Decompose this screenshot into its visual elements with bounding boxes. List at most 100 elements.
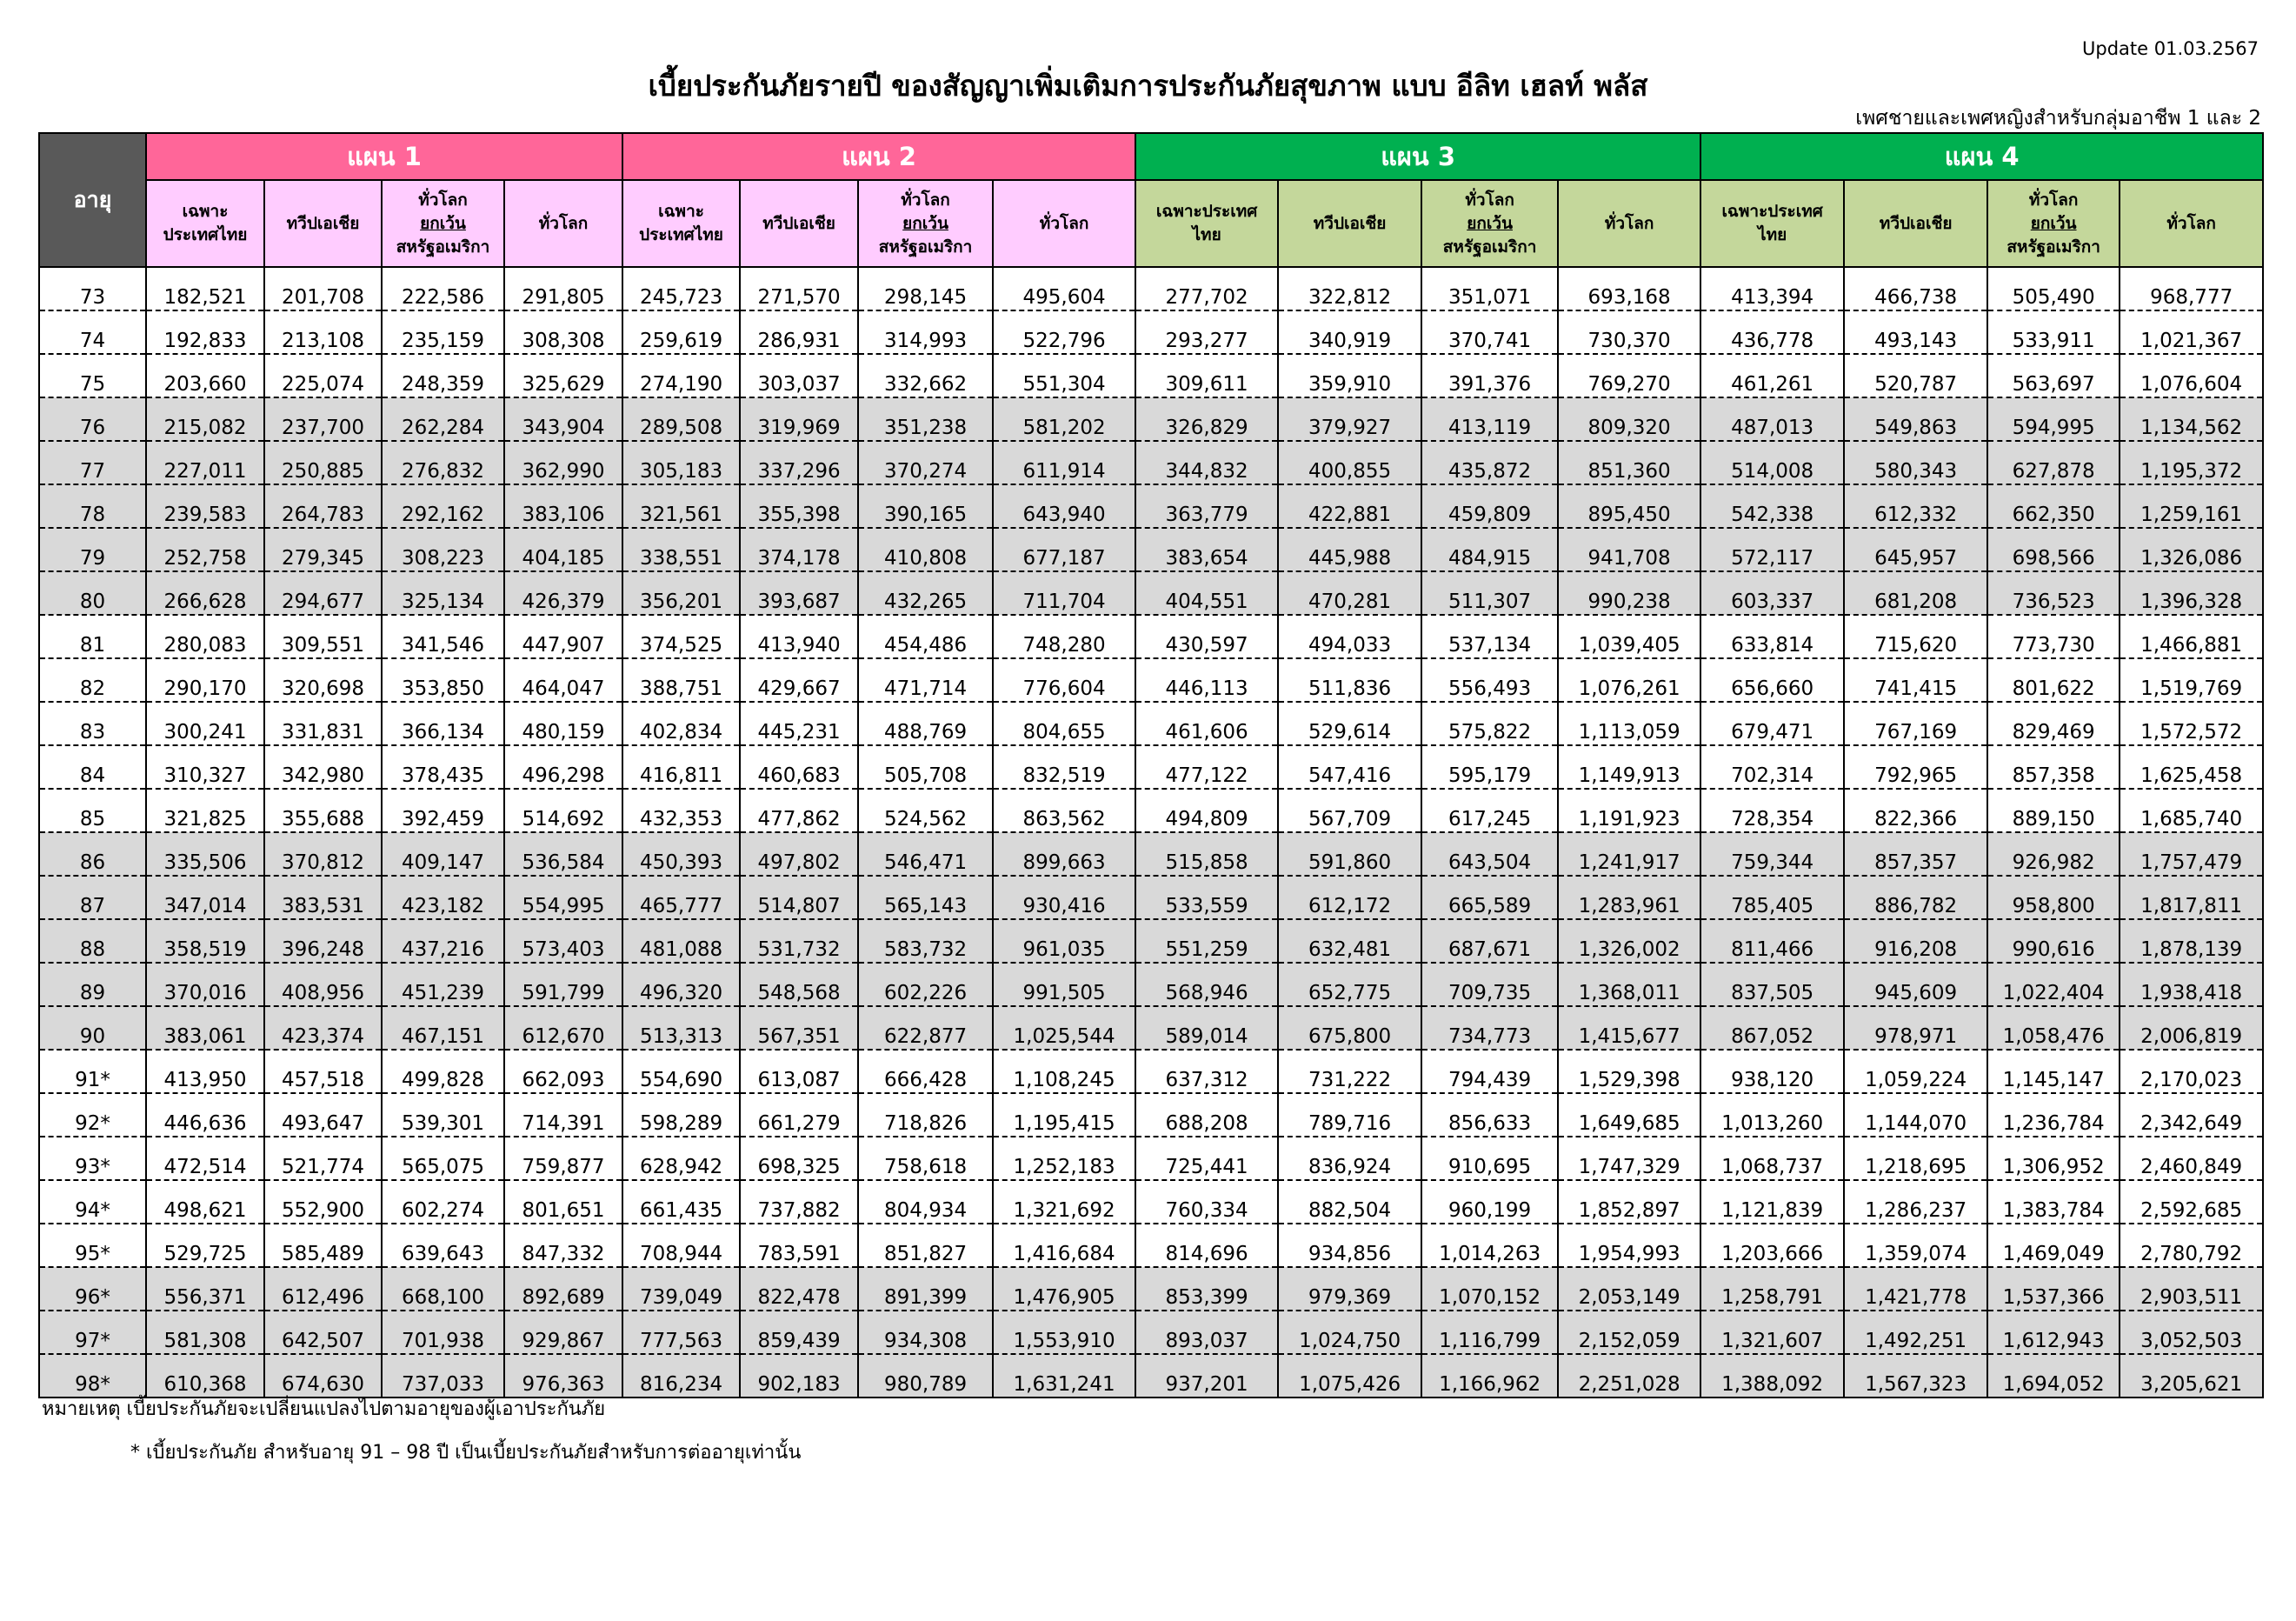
coverage-header-line: ทวีปเอเชีย <box>1313 213 1387 233</box>
age-cell: 77 <box>38 441 147 485</box>
coverage-header-line: สหรัฐอเมริกา <box>1442 237 1537 257</box>
premium-cell: 809,320 <box>1557 397 1702 442</box>
premium-cell: 652,775 <box>1277 963 1423 1007</box>
premium-cell: 342,980 <box>263 745 383 790</box>
premium-cell: 363,779 <box>1135 484 1280 529</box>
premium-cell: 471,714 <box>857 658 995 703</box>
premium-cell: 332,662 <box>857 354 995 398</box>
coverage-header-line: ทั่วโลก <box>538 213 589 233</box>
table-row: 76 215,082 237,700 262,284 343,904 289,508 319… <box>38 397 2265 442</box>
premium-cell: 882,504 <box>1277 1180 1423 1224</box>
premium-cell: 551,259 <box>1135 919 1280 964</box>
premium-cell: 511,307 <box>1421 571 1560 616</box>
premium-cell: 804,655 <box>992 702 1137 746</box>
premium-cell: 575,822 <box>1421 702 1560 746</box>
premium-cell: 459,809 <box>1421 484 1560 529</box>
age-cell: 84 <box>38 745 147 790</box>
age-cell: 81 <box>38 615 147 659</box>
premium-cell: 536,584 <box>502 832 624 877</box>
premium-cell: 496,320 <box>622 963 742 1007</box>
premium-cell: 978,971 <box>1843 1006 1989 1051</box>
premium-cell: 1,116,799 <box>1421 1311 1560 1355</box>
premium-cell: 447,907 <box>502 615 624 659</box>
premium-cell: 1,938,418 <box>2119 963 2265 1007</box>
premium-cell: 1,024,750 <box>1277 1311 1423 1355</box>
premium-cell: 355,398 <box>739 484 860 529</box>
premium-cell: 250,885 <box>263 441 383 485</box>
premium-cell: 665,589 <box>1421 876 1560 920</box>
premium-cell: 556,493 <box>1421 658 1560 703</box>
coverage-header: ทั่วโลก ยกเว้น สหรัฐอเมริกา <box>1421 179 1560 268</box>
premium-cell: 344,832 <box>1135 441 1280 485</box>
premium-cell: 1,388,092 <box>1700 1354 1846 1398</box>
premium-cell: 693,168 <box>1557 267 1702 311</box>
premium-cell: 227,011 <box>145 441 265 485</box>
premium-table: อายุ แผน 1 แผน 2 แผน 3 แผน 4 เฉพาะ ประเทศไทย ทว… <box>38 132 2265 1398</box>
premium-cell: 262,284 <box>381 397 505 442</box>
premium-cell: 567,709 <box>1277 789 1423 833</box>
premium-cell: 340,919 <box>1277 310 1423 355</box>
table-row: 94* 498,621 552,900 602,274 801,651 661,435 73… <box>38 1180 2265 1224</box>
premium-cell: 565,143 <box>857 876 995 920</box>
premium-cell: 514,807 <box>739 876 860 920</box>
age-cell: 94* <box>38 1180 147 1224</box>
premium-cell: 668,100 <box>381 1267 505 1311</box>
premium-cell: 602,274 <box>381 1180 505 1224</box>
premium-cell: 1,383,784 <box>1987 1180 2121 1224</box>
premium-cell: 960,199 <box>1421 1180 1560 1224</box>
premium-cell: 1,236,784 <box>1987 1093 2121 1137</box>
premium-cell: 494,033 <box>1277 615 1423 659</box>
premium-cell: 792,965 <box>1843 745 1989 790</box>
premium-cell: 814,696 <box>1135 1224 1280 1268</box>
page-subtitle: เพศชายและเพศหญิงสำหรับกลุ่มอาชีพ 1 และ 2 <box>1855 107 2261 130</box>
footnote-renewal: * เบี้ยประกันภัย สำหรับอายุ 91 – 98 ปี เ… <box>130 1442 802 1464</box>
coverage-header-line: ประเทศไทย <box>639 225 723 244</box>
premium-cell: 325,629 <box>502 354 624 398</box>
premium-cell: 734,773 <box>1421 1006 1560 1051</box>
premium-cell: 2,780,792 <box>2119 1224 2265 1268</box>
age-cell: 93* <box>38 1137 147 1181</box>
coverage-header: เฉพาะประเทศไทย <box>145 179 265 268</box>
premium-cell: 1,144,070 <box>1843 1093 1989 1137</box>
premium-cell: 1,954,993 <box>1557 1224 1702 1268</box>
premium-cell: 728,354 <box>1700 789 1846 833</box>
premium-cell: 1,075,426 <box>1277 1354 1423 1398</box>
premium-cell: 355,688 <box>263 789 383 833</box>
premium-cell: 633,814 <box>1700 615 1846 659</box>
premium-cell: 383,654 <box>1135 528 1280 572</box>
premium-cell: 2,251,028 <box>1557 1354 1702 1398</box>
premium-cell: 639,643 <box>381 1224 505 1268</box>
premium-cell: 460,683 <box>739 745 860 790</box>
premium-cell: 552,900 <box>263 1180 383 1224</box>
premium-cell: 1,529,398 <box>1557 1050 1702 1094</box>
coverage-header-line: ทั่วโลก <box>418 190 468 210</box>
premium-cell: 505,490 <box>1987 267 2121 311</box>
premium-cell: 379,927 <box>1277 397 1423 442</box>
premium-cell: 1,134,562 <box>2119 397 2265 442</box>
premium-cell: 493,143 <box>1843 310 1989 355</box>
premium-cell: 902,183 <box>739 1354 860 1398</box>
premium-cell: 182,521 <box>145 267 265 311</box>
coverage-header: ทั่วโลก ยกเว้น สหรัฐอเมริกา <box>1987 179 2121 268</box>
age-cell: 87 <box>38 876 147 920</box>
table-row: 83 300,241 331,831 366,134 480,159 402,834 445… <box>38 702 2265 746</box>
premium-cell: 280,083 <box>145 615 265 659</box>
table-row: 93* 472,514 521,774 565,075 759,877 628,942 69… <box>38 1137 2265 1181</box>
premium-cell: 643,504 <box>1421 832 1560 877</box>
table-row: 86 335,506 370,812 409,147 536,584 450,393 497… <box>38 832 2265 877</box>
premium-cell: 581,308 <box>145 1311 265 1355</box>
premium-cell: 637,312 <box>1135 1050 1280 1094</box>
age-cell: 79 <box>38 528 147 572</box>
premium-cell: 461,261 <box>1700 354 1846 398</box>
coverage-header-line: ยกเว้น <box>902 213 948 233</box>
premium-cell: 515,858 <box>1135 832 1280 877</box>
premium-cell: 337,296 <box>739 441 860 485</box>
premium-cell: 783,591 <box>739 1224 860 1268</box>
premium-cell: 325,134 <box>381 571 505 616</box>
premium-cell: 1,747,329 <box>1557 1137 1702 1181</box>
premium-cell: 514,692 <box>502 789 624 833</box>
premium-cell: 643,940 <box>992 484 1137 529</box>
premium-cell: 481,088 <box>622 919 742 964</box>
age-cell: 83 <box>38 702 147 746</box>
premium-cell: 264,783 <box>263 484 383 529</box>
